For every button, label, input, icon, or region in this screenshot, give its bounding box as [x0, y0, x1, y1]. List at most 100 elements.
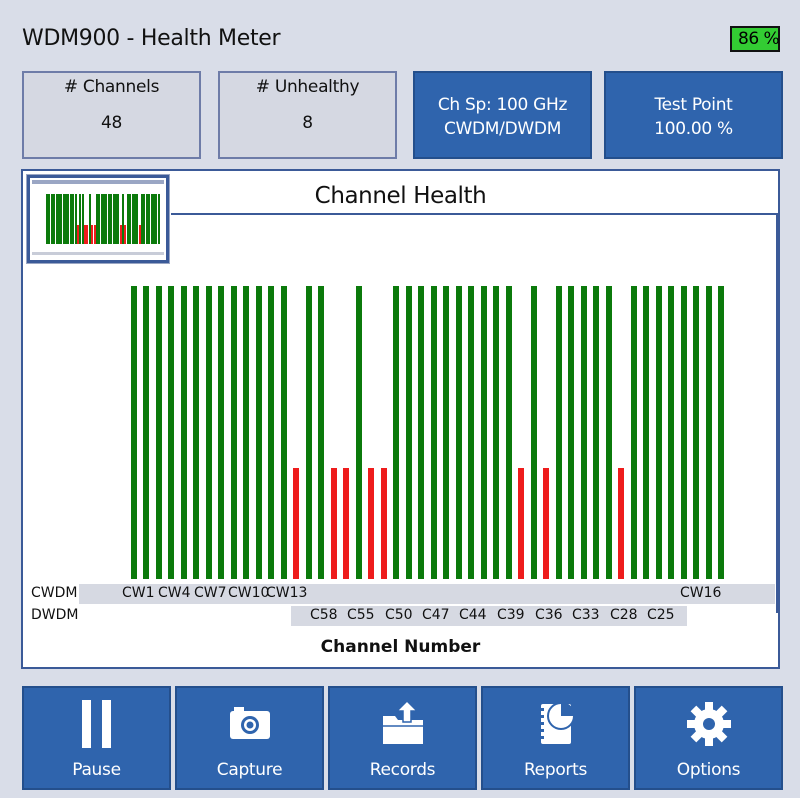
capture-button[interactable]: Capture — [175, 686, 324, 790]
thumbnail-bar — [79, 194, 82, 244]
healthy-channel-bar — [231, 286, 237, 579]
healthy-channel-bar — [581, 286, 587, 579]
thumbnail-bar — [133, 194, 136, 244]
healthy-channel-bar — [556, 286, 562, 579]
thumbnail-bar — [103, 194, 105, 244]
channel-health-chart: Channel Health CWDM CW1 CW4 CW7 CW10 CW13 CW1… — [21, 169, 780, 669]
thumbnail-bar — [105, 194, 108, 244]
healthy-channel-bar — [718, 286, 724, 579]
channel-tick-label: C55 — [347, 607, 375, 623]
channel-grid-value: CWDM/DWDM — [443, 119, 562, 139]
options-button[interactable]: Options — [634, 686, 783, 790]
thumbnail-bar — [48, 194, 51, 244]
healthy-channel-bar — [706, 286, 712, 579]
test-point-button[interactable]: Test Point 100.00 % — [604, 71, 783, 159]
healthy-channel-bar — [631, 286, 637, 579]
thumbnail-bar — [119, 225, 122, 244]
channel-tick-label: C47 — [422, 607, 450, 623]
channel-tick-label: C28 — [610, 607, 638, 623]
channel-tick-label: CW7 — [194, 585, 227, 601]
healthy-channel-bar — [306, 286, 312, 579]
healthy-channel-bar — [681, 286, 687, 579]
thumbnail-bar — [131, 194, 134, 244]
channel-tick-label: C39 — [497, 607, 525, 623]
healthy-channel-bar — [143, 286, 149, 579]
thumbnail-bar — [76, 225, 79, 244]
channel-tick-label: CW1 — [122, 585, 155, 601]
gear-icon — [686, 702, 731, 746]
thumbnail-bar — [117, 194, 120, 244]
plot-frame-right — [776, 213, 778, 613]
cwdm-axis-row: CWDM CW1 CW4 CW7 CW10 CW13 CW16 — [27, 584, 775, 604]
thumbnail-bar — [53, 194, 56, 244]
thumbnail-bar — [100, 194, 103, 244]
unhealthy-channel-bar — [618, 468, 624, 579]
channel-tick-label: C44 — [459, 607, 487, 623]
thumbnail-bar — [129, 194, 132, 244]
healthy-channel-bar — [568, 286, 574, 579]
thumbnail-bar — [60, 194, 63, 244]
healthy-channel-bar — [131, 286, 137, 579]
healthy-channel-bar — [181, 286, 187, 579]
thumbnail-bar — [65, 194, 67, 244]
thumbnail-bar — [62, 194, 65, 244]
dwdm-axis-row: DWDM C58 C55 C50 C47 C44 C39 C36 C33 C28 C25 — [27, 606, 775, 626]
pause-button[interactable]: Pause — [22, 686, 171, 790]
healthy-channel-bar — [506, 286, 512, 579]
thumbnail-bar — [69, 194, 72, 244]
thumbnail-bar — [155, 194, 158, 244]
thumbnail-bar — [55, 194, 58, 244]
unhealthy-channel-bar — [343, 468, 349, 579]
channel-spacing-button[interactable]: Ch Sp: 100 GHz CWDM/DWDM — [413, 71, 592, 159]
healthy-channel-bar — [168, 286, 174, 579]
healthy-channel-bar — [606, 286, 612, 579]
reports-button[interactable]: Reports — [481, 686, 630, 790]
healthy-channel-bar — [156, 286, 162, 579]
healthy-channel-bar — [481, 286, 487, 579]
app-title: WDM900 - Health Meter — [22, 26, 281, 51]
channel-tick-label: CW13 — [266, 585, 308, 601]
thumbnail-bar — [81, 194, 84, 244]
dwdm-row-label: DWDM — [31, 607, 79, 623]
channel-spacing-label: Ch Sp: 100 GHz — [437, 95, 568, 115]
pause-icon — [81, 700, 111, 748]
thumbnail-bar — [98, 194, 101, 244]
thumbnail-bar — [124, 225, 127, 244]
folder-upload-icon — [382, 699, 423, 744]
channel-tick-label: C50 — [385, 607, 413, 623]
dwdm-axis-band — [291, 606, 687, 626]
reports-label: Reports — [523, 760, 588, 780]
healthy-channel-bar — [468, 286, 474, 579]
healthy-channel-bar — [406, 286, 412, 579]
channels-count-box: # Channels 48 — [22, 71, 201, 159]
thumbnail-bar — [110, 194, 113, 244]
thumbnail-bar — [50, 194, 53, 244]
thumbnail-bar — [122, 194, 124, 244]
unhealthy-channel-bar — [518, 468, 524, 579]
channel-tick-label: C33 — [572, 607, 600, 623]
healthy-channel-bar — [243, 286, 249, 579]
report-pie-icon — [537, 702, 575, 744]
bar-area — [23, 171, 778, 581]
unhealthy-count-box: # Unhealthy 8 — [218, 71, 397, 159]
healthy-channel-bar — [218, 286, 224, 579]
thumbnail-bar — [46, 194, 48, 244]
channel-tick-label: CW4 — [158, 585, 191, 601]
chart-thumbnail[interactable] — [27, 175, 169, 263]
x-axis-label: Channel Number — [320, 637, 481, 657]
thumbnail-bar — [148, 194, 151, 244]
thumbnail-bar — [145, 194, 148, 244]
chart-title: Channel Health — [314, 183, 487, 209]
records-button[interactable]: Records — [328, 686, 477, 790]
healthy-channel-bar — [431, 286, 437, 579]
camera-icon — [229, 707, 270, 739]
thumbnail-bar — [152, 194, 155, 244]
title-bar: WDM900 - Health Meter 86 % — [0, 0, 800, 66]
thumbnail-bar — [88, 194, 91, 244]
thumbnail-bar — [95, 194, 98, 244]
healthy-channel-bar — [193, 286, 199, 579]
thumbnail-bar — [107, 194, 110, 244]
plot-frame-top — [171, 213, 778, 215]
unhealthy-channel-bar — [331, 468, 337, 579]
thumbnail-bar — [138, 225, 141, 244]
